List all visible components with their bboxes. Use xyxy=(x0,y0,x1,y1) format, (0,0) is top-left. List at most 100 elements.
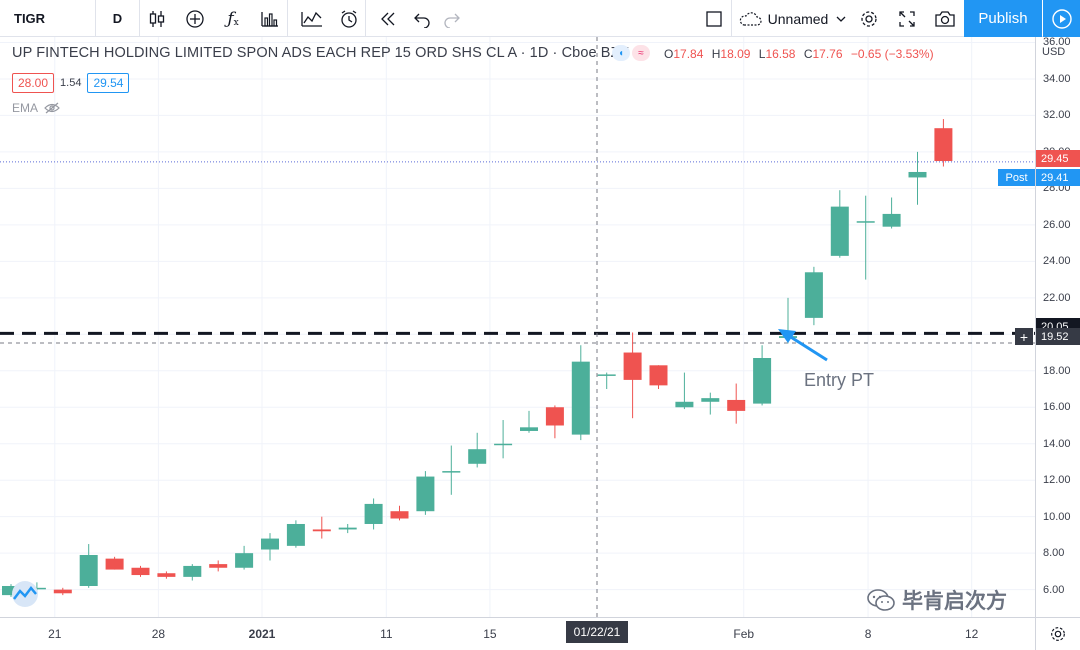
candle-body xyxy=(416,476,435,512)
tradingview-logo[interactable] xyxy=(8,580,42,608)
line-compare-button[interactable] xyxy=(296,0,328,37)
candle xyxy=(701,392,720,415)
camera-icon xyxy=(935,10,955,27)
wechat-icon xyxy=(867,589,895,611)
candle-body xyxy=(338,527,357,530)
alert-button[interactable] xyxy=(332,0,366,37)
change-value: −0.65 (−3.53%) xyxy=(850,47,934,61)
undo-icon xyxy=(414,13,430,28)
candle-body xyxy=(571,361,590,435)
open-value: 17.84 xyxy=(673,47,704,61)
candle-body xyxy=(597,374,616,376)
arrow-head xyxy=(778,329,796,343)
candle xyxy=(53,587,72,596)
low-value: 16.58 xyxy=(765,47,796,61)
candle-body xyxy=(27,587,46,590)
candle-body xyxy=(934,128,953,162)
candle-body xyxy=(131,567,150,576)
candle xyxy=(79,544,98,588)
candle xyxy=(209,560,228,572)
fullscreen-square-button[interactable] xyxy=(696,0,732,37)
alert-icon xyxy=(340,9,357,28)
bar-compare-icon xyxy=(260,11,278,27)
snapshot-button[interactable] xyxy=(928,0,962,37)
candle-body xyxy=(105,558,124,570)
price-tick: 34.00 xyxy=(1043,72,1071,85)
candle-body xyxy=(364,503,383,524)
candle-body xyxy=(442,471,461,473)
fullscreen-button[interactable] xyxy=(890,0,924,37)
time-tick: 8 xyxy=(864,627,872,641)
undo-button[interactable] xyxy=(408,0,436,37)
price-tick: 16.00 xyxy=(1043,401,1071,414)
price-tick: 26.00 xyxy=(1043,218,1071,231)
layout-name-button[interactable]: Unnamed xyxy=(736,0,848,37)
axis-settings-button[interactable] xyxy=(1035,617,1080,650)
interval-button[interactable]: D xyxy=(96,0,140,37)
candle xyxy=(727,383,746,424)
crosshair-date-label: 01/22/21 xyxy=(566,621,628,643)
candle xyxy=(597,372,616,390)
candle-body xyxy=(235,553,254,568)
candle xyxy=(338,523,357,534)
spread-value: 1.54 xyxy=(60,77,82,89)
candle xyxy=(494,420,513,459)
high-value: 18.09 xyxy=(720,47,751,61)
play-button[interactable] xyxy=(1043,0,1080,37)
time-axis[interactable]: 01/22/21 21 28 2021 11 15 Feb 8 12 xyxy=(0,617,1035,650)
arrow-shaft xyxy=(785,332,828,362)
candle xyxy=(934,119,953,167)
candle-body xyxy=(701,398,720,402)
tradingview-logo-icon xyxy=(12,581,38,607)
candle-body xyxy=(882,213,901,227)
last-price-label: 29.45 xyxy=(1036,150,1080,167)
candle xyxy=(753,345,772,406)
add-price-level-button[interactable]: + xyxy=(1015,328,1033,345)
candle xyxy=(571,345,590,441)
ohlc-values: O17.84 H18.09 L16.58 C17.76 −0.65 (−3.53… xyxy=(664,47,939,61)
candle xyxy=(623,332,642,419)
candle xyxy=(286,520,305,548)
bid-price[interactable]: 28.00 xyxy=(12,73,55,93)
candle-body xyxy=(468,449,487,464)
replay-button[interactable] xyxy=(372,0,404,37)
eye-hidden-icon[interactable] xyxy=(44,102,60,114)
market-status[interactable]: ◖ ≈ xyxy=(612,45,650,61)
ema-indicator[interactable]: EMA xyxy=(12,101,60,115)
candle-body xyxy=(623,352,642,380)
redo-icon xyxy=(444,13,460,28)
watermark-text: 毕肯启次方 xyxy=(902,590,1007,613)
publish-button[interactable]: Publish xyxy=(964,0,1042,37)
candle-body xyxy=(675,401,694,408)
candle xyxy=(882,197,901,229)
fullscreen-square-icon xyxy=(705,10,722,27)
price-tick: 18.00 xyxy=(1043,364,1071,377)
indicators-button[interactable] xyxy=(180,0,210,37)
candle-body xyxy=(753,358,772,404)
redo-button[interactable] xyxy=(438,0,466,37)
time-tick: 2021 xyxy=(248,627,276,641)
candle-body xyxy=(856,221,875,223)
entry-pt-annotation[interactable]: Entry PT xyxy=(804,370,875,390)
symbol-search-button[interactable]: TIGR xyxy=(0,0,96,37)
high-label: H xyxy=(711,47,721,61)
candle-body xyxy=(804,272,823,318)
ask-price[interactable]: 29.54 xyxy=(87,73,130,93)
replay-icon xyxy=(381,12,395,25)
candle xyxy=(830,190,849,258)
settings-button[interactable] xyxy=(852,0,886,37)
chart-style-button[interactable] xyxy=(142,0,172,37)
candle-body xyxy=(157,573,176,577)
post-market-tag: Post xyxy=(998,169,1035,186)
candle xyxy=(105,556,124,570)
line-compare-icon xyxy=(301,11,322,27)
price-tick: 32.00 xyxy=(1043,109,1071,122)
price-tick: 6.00 xyxy=(1043,583,1065,596)
chevron-down-icon xyxy=(836,16,846,22)
candle-body xyxy=(908,171,927,178)
candle-body xyxy=(261,538,279,550)
compare-button[interactable] xyxy=(252,0,288,37)
